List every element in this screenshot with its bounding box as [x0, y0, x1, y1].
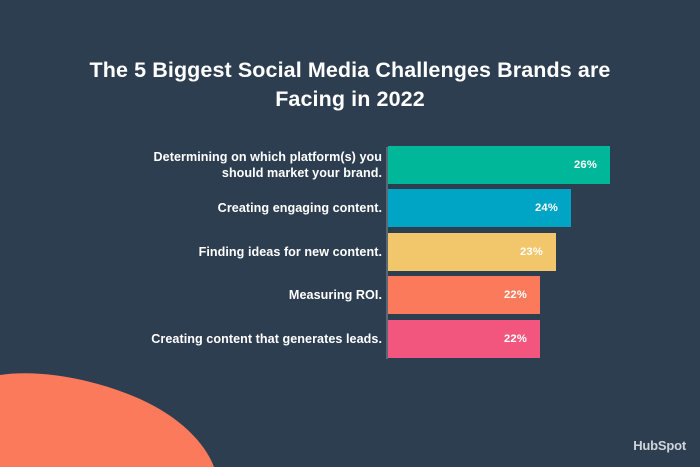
bar-segment: 22%: [388, 319, 540, 358]
bar-category-label: Determining on which platform(s) you shou…: [82, 149, 382, 181]
bar-category-label: Creating engaging content.: [82, 200, 382, 216]
bar-segment: 26%: [388, 145, 610, 184]
bar-category-label-line: should market your brand.: [221, 165, 382, 180]
bar-chart-row: Creating content that generates leads. 22…: [0, 317, 700, 361]
bar-chart-rows: Determining on which platform(s) you shou…: [0, 143, 700, 361]
bar-chart-row: Determining on which platform(s) you shou…: [0, 143, 700, 187]
bar-value-label: 24%: [535, 202, 558, 215]
page-title: The 5 Biggest Social Media Challenges Br…: [60, 56, 640, 114]
bar-category-label: Measuring ROI.: [82, 287, 382, 303]
title-line-1: The 5 Biggest Social Media Challenges Br…: [89, 58, 611, 82]
bar-category-label-line: Determining on which platform(s) you: [153, 149, 382, 164]
bar-segment: 22%: [388, 276, 540, 315]
bar-segment: 24%: [388, 189, 571, 228]
bar-category-label: Creating content that generates leads.: [82, 331, 382, 347]
bar-value-label: 22%: [504, 332, 527, 345]
blob-shape-icon: [0, 373, 214, 467]
bar-category-label: Finding ideas for new content.: [82, 244, 382, 260]
hubspot-logo-text: HubSpot: [633, 438, 686, 453]
bar-category-label-line: Creating engaging content.: [217, 201, 382, 216]
bar-chart-row: Creating engaging content. 24%: [0, 187, 700, 231]
bar-value-label: 23%: [520, 245, 543, 258]
bar-category-label-line: Creating content that generates leads.: [151, 331, 382, 346]
title-line-2: Facing in 2022: [275, 87, 425, 111]
hubspot-logo: HubSpot: [633, 438, 686, 453]
bar-chart-row: Finding ideas for new content. 23%: [0, 230, 700, 274]
bar-value-label: 26%: [574, 158, 597, 171]
chart-axis-line: [386, 147, 388, 359]
bar-chart: Determining on which platform(s) you shou…: [0, 143, 700, 361]
bar-chart-row: Measuring ROI. 22%: [0, 274, 700, 318]
decorative-blob: [0, 357, 260, 467]
bar-segment: 23%: [388, 232, 556, 271]
bar-category-label-line: Finding ideas for new content.: [198, 244, 382, 259]
bar-value-label: 22%: [504, 289, 527, 302]
bar-category-label-line: Measuring ROI.: [288, 288, 382, 303]
